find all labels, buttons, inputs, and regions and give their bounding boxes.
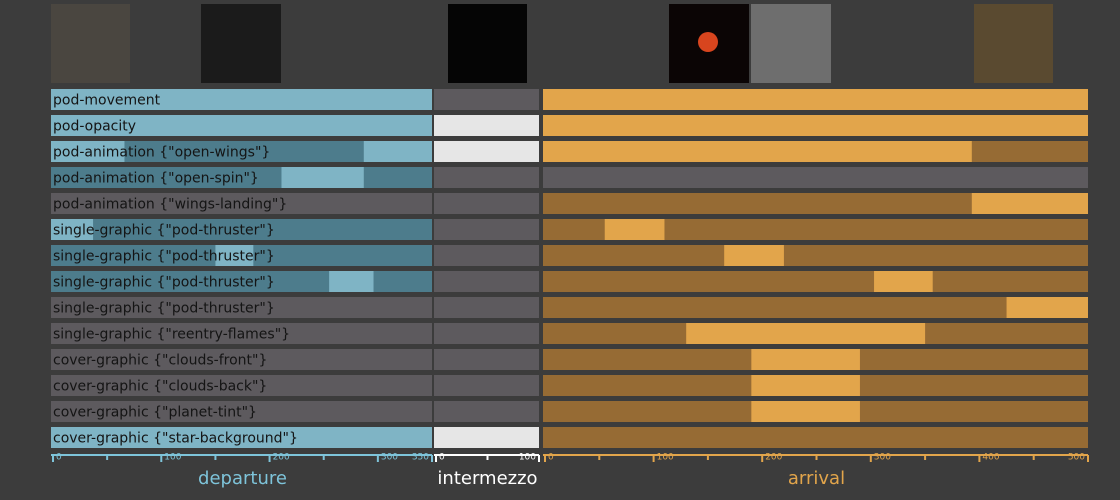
active-interval	[604, 219, 665, 240]
row-segment	[434, 427, 539, 448]
row-label: cover-graphic {"clouds-front"}	[53, 353, 267, 369]
row-segment	[51, 115, 432, 136]
row-segment	[434, 401, 539, 422]
row-segment	[543, 271, 1088, 292]
tick-label: 500	[1068, 453, 1085, 463]
thumbnail	[201, 4, 281, 83]
active-interval	[724, 245, 784, 266]
row-segment	[543, 89, 1088, 110]
active-interval	[874, 271, 933, 292]
row-segment	[434, 297, 539, 318]
active-interval	[751, 401, 860, 422]
row-segment	[434, 245, 539, 266]
flame-icon	[698, 32, 718, 52]
row-segment	[543, 297, 1088, 318]
tick-label: 0	[56, 453, 62, 463]
tick-label: 400	[982, 453, 999, 463]
row-segment	[543, 219, 1088, 240]
row-label: single-graphic {"pod-thruster"}	[53, 301, 275, 317]
row-segment	[434, 193, 539, 214]
row-segment	[543, 115, 1088, 136]
row-segment	[543, 245, 1088, 266]
active-interval	[281, 167, 364, 188]
row-label: single-graphic {"pod-thruster"}	[53, 275, 275, 291]
thumbnail	[751, 4, 831, 83]
row-segment	[434, 349, 539, 370]
row-segment	[543, 167, 1088, 188]
row-segment	[434, 167, 539, 188]
tick-label: 300	[381, 453, 398, 463]
tick-label: 0	[439, 453, 445, 463]
row-segment	[51, 427, 432, 448]
row-segment	[434, 115, 539, 136]
active-interval	[751, 349, 860, 370]
active-interval	[543, 141, 972, 162]
tick-label: 200	[765, 453, 782, 463]
tick-label: 100	[657, 453, 674, 463]
row-label: single-graphic {"reentry-flames"}	[53, 327, 290, 343]
tick-label: 300	[874, 453, 891, 463]
thumbnail	[51, 4, 130, 83]
row-segment	[51, 297, 432, 318]
thumbnail	[974, 4, 1053, 83]
row-segment	[51, 349, 432, 370]
row-label: cover-graphic {"planet-tint"}	[53, 405, 257, 421]
tick-label: 350	[412, 453, 429, 463]
row-segment	[543, 427, 1088, 448]
row-label: single-graphic {"pod-thruster"}	[53, 223, 275, 239]
tick-label: 200	[273, 453, 290, 463]
row-segment	[51, 89, 432, 110]
row-segment	[434, 219, 539, 240]
row-segment	[434, 89, 539, 110]
row-segment	[434, 323, 539, 344]
section-name: arrival	[788, 468, 845, 489]
active-interval	[971, 193, 1088, 214]
tick-label: 0	[548, 453, 554, 463]
thumbnail	[448, 4, 527, 83]
row-segment	[51, 375, 432, 396]
active-interval	[686, 323, 926, 344]
tick-label: 100	[519, 453, 536, 463]
active-interval	[1006, 297, 1088, 318]
row-segment	[51, 193, 432, 214]
row-segment	[434, 375, 539, 396]
section-name: intermezzo	[437, 468, 537, 489]
row-segment	[51, 323, 432, 344]
row-label: pod-movement	[53, 93, 161, 109]
active-interval	[329, 271, 374, 292]
active-interval	[51, 219, 94, 240]
row-label: cover-graphic {"clouds-back"}	[53, 379, 267, 395]
row-label: cover-graphic {"star-background"}	[53, 431, 298, 447]
thumbnails	[51, 4, 1053, 83]
row-segment	[51, 401, 432, 422]
row-segment	[434, 271, 539, 292]
tick-label: 100	[164, 453, 181, 463]
row-label: pod-animation {"open-spin"}	[53, 171, 259, 187]
row-segment	[543, 193, 1088, 214]
row-label: pod-animation {"wings-landing"}	[53, 197, 287, 213]
row-label: single-graphic {"pod-thruster"}	[53, 249, 275, 265]
active-interval	[51, 141, 125, 162]
row-label: pod-opacity	[53, 119, 136, 135]
active-interval	[215, 245, 254, 266]
section-name: departure	[198, 468, 287, 489]
row-segment	[51, 219, 432, 240]
row-label: pod-animation {"open-wings"}	[53, 145, 270, 161]
active-interval	[363, 141, 432, 162]
row-segment	[434, 141, 539, 162]
active-interval	[751, 375, 860, 396]
row-segment	[51, 141, 432, 162]
